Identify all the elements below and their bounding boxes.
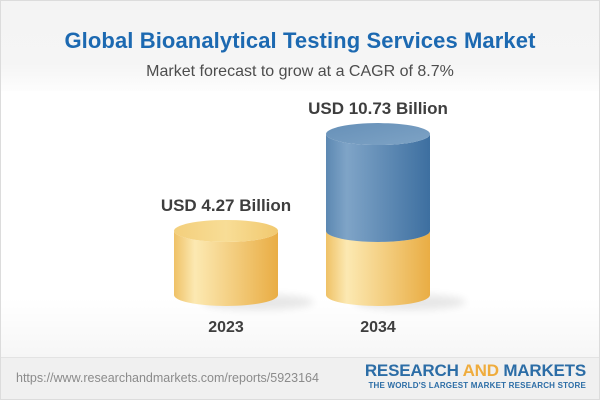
chart-area: USD 4.27 Billion USD 10.73 Billion 2023 …: [1, 91, 599, 357]
header: Global Bioanalytical Testing Services Ma…: [1, 1, 599, 91]
chart-subtitle: Market forecast to grow at a CAGR of 8.7…: [146, 63, 454, 80]
bar-2023: [174, 219, 314, 310]
logo-and-text: AND: [462, 361, 499, 380]
logo-wordmark: RESEARCH AND MARKETS: [365, 362, 586, 379]
value-label-2023: USD 4.27 Billion: [160, 195, 292, 215]
logo-markets-text: MARKETS: [503, 361, 586, 380]
research-and-markets-logo: RESEARCH AND MARKETS THE WORLD'S LARGEST…: [365, 362, 586, 390]
logo-tagline: THE WORLD'S LARGEST MARKET RESEARCH STOR…: [368, 381, 586, 390]
value-label-2034: USD 10.73 Billion: [308, 99, 448, 119]
logo-research-text: RESEARCH: [364, 361, 459, 380]
bar-2034-growth-segment: [326, 123, 430, 242]
footer: https://www.researchandmarkets.com/repor…: [1, 357, 599, 399]
category-label-2023: 2023: [208, 319, 244, 336]
chart-title: Global Bioanalytical Testing Services Ma…: [64, 28, 536, 53]
bar-2034: [326, 123, 466, 310]
report-url: https://www.researchandmarkets.com/repor…: [16, 371, 319, 385]
category-label-2034: 2034: [360, 319, 396, 336]
